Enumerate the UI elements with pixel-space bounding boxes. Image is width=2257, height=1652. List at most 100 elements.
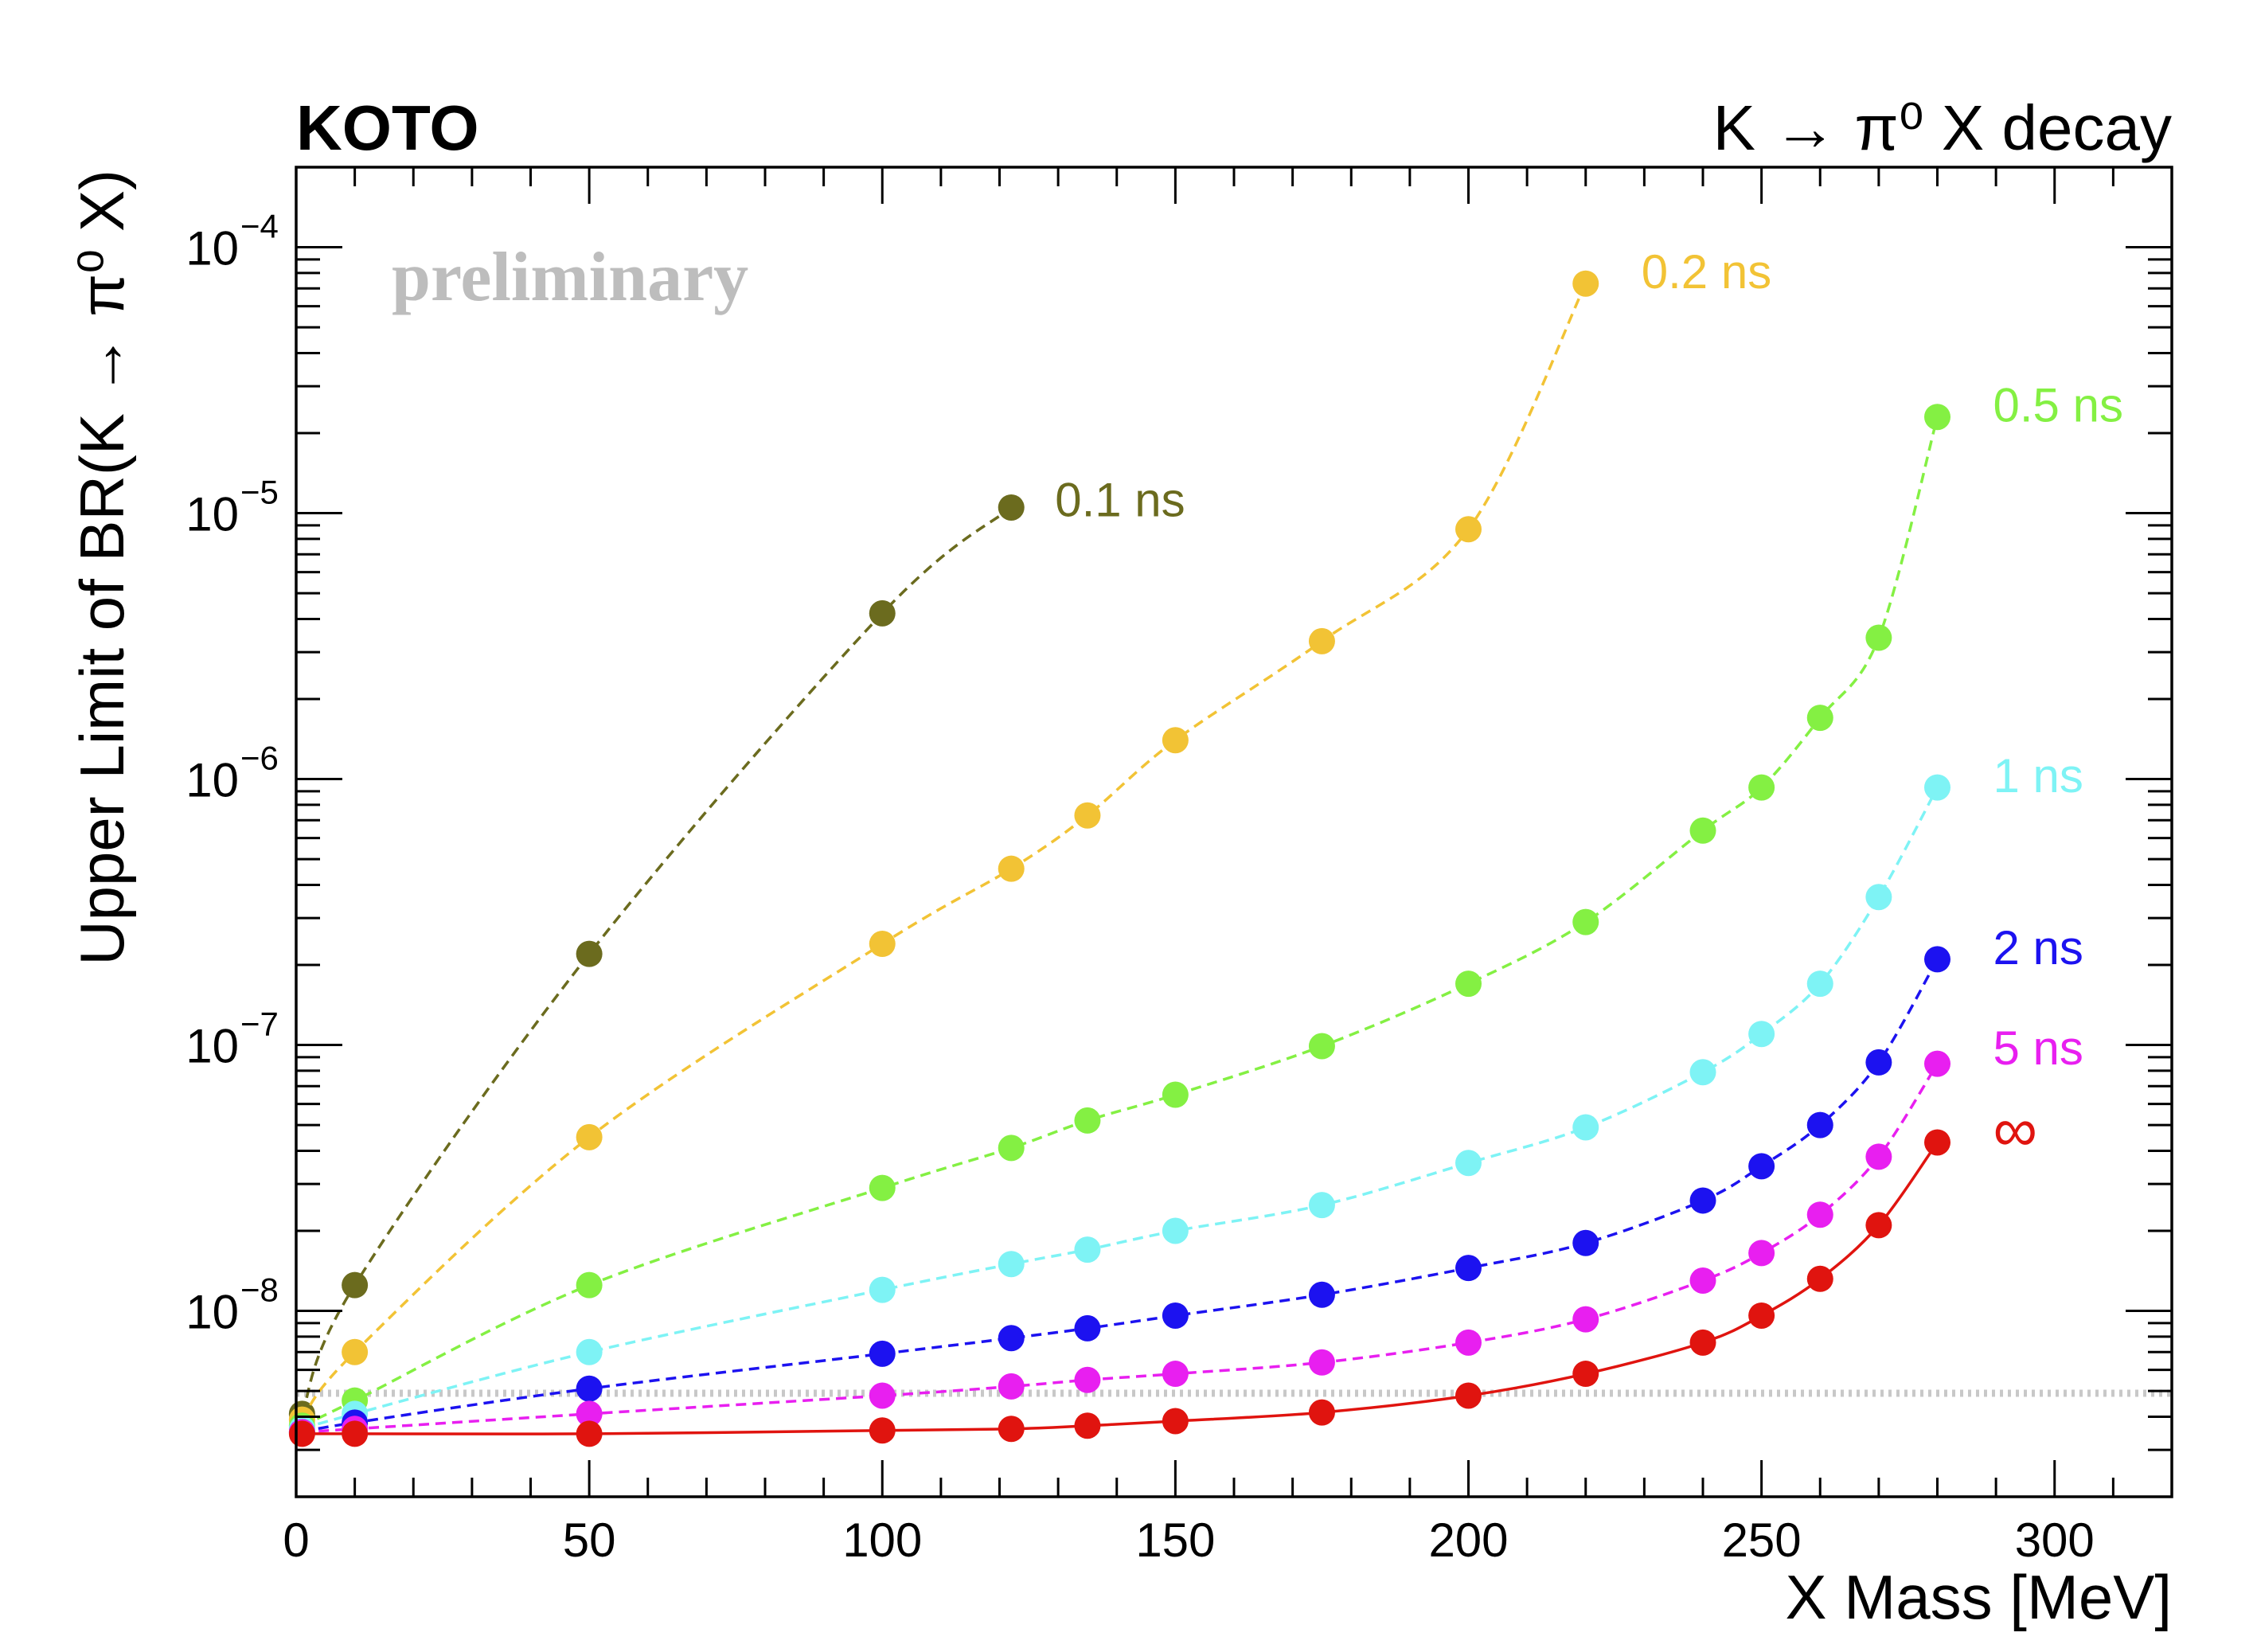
data-point [1074,1366,1101,1393]
series-: ∞ [288,1095,2037,1447]
data-point [1865,1212,1892,1239]
data-point [576,1123,603,1150]
y-tick-exponent: −4 [240,208,279,245]
series-line [300,283,1587,1421]
x-tick-label: 0 [283,1513,309,1567]
y-tick-label: 10 [185,488,239,541]
data-point [998,855,1025,882]
data-point [1308,1349,1335,1376]
data-point [1308,1192,1335,1219]
data-point [1572,1361,1599,1388]
data-point [869,1417,896,1444]
series-label: 0.2 ns [1642,245,1771,299]
series-line [300,506,1013,1415]
x-tick-label: 300 [2015,1513,2095,1567]
process-title: K → π⁰ X decay [1713,92,2172,163]
x-tick-label: 100 [842,1513,922,1567]
y-tick-label: 10 [185,222,239,275]
data-point [1924,1129,1950,1156]
y-tick-exponent: −7 [240,1006,279,1043]
series-label: 5 ns [1993,1021,2083,1075]
data-point [1308,1399,1335,1426]
data-point [1865,624,1892,651]
y-tick-exponent: −8 [240,1271,279,1309]
data-point [1806,1201,1833,1228]
data-point [1074,1236,1101,1263]
data-point [576,1338,603,1365]
data-point [869,1276,896,1303]
data-point [576,1420,603,1447]
data-point [1162,1081,1189,1108]
data-point [342,1420,369,1447]
data-point [342,1271,369,1299]
series-line [302,959,1939,1434]
data-point [998,1325,1025,1352]
data-point [1074,802,1101,829]
data-point [1572,908,1599,935]
data-point [1689,1329,1716,1356]
data-point [1162,1361,1189,1388]
plot-frame [295,166,2173,1498]
data-point [1924,404,1950,431]
data-point [1455,1329,1482,1356]
data-point [1074,1412,1101,1439]
data-point [869,1340,896,1367]
series-0-1-ns: 0.1 ns [288,473,1185,1427]
data-point [342,1338,369,1365]
data-point [1308,1033,1335,1060]
series-label: 2 ns [1993,921,2083,974]
series-line [302,1063,1939,1434]
y-tick-label: 10 [185,1286,239,1339]
data-point [1572,1114,1599,1141]
data-point [1924,946,1950,973]
series-1-ns: 1 ns [288,749,2083,1443]
data-point [869,1174,896,1201]
data-point [1074,1107,1101,1134]
data-point [1806,1265,1833,1292]
data-point [1748,1302,1775,1329]
data-point [1689,1059,1716,1086]
data-point [1308,1281,1335,1308]
y-tick-label: 10 [185,754,239,807]
data-point [1455,1255,1482,1282]
data-point [1748,1021,1775,1048]
data-point [869,1382,896,1409]
data-point [576,1400,603,1427]
x-tick-label: 250 [1722,1513,1802,1567]
data-point [1748,1153,1775,1180]
data-point [1689,1187,1716,1214]
y-tick-exponent: −5 [240,474,279,511]
data-point [998,1135,1025,1162]
data-point [1162,1302,1189,1329]
data-point [998,1373,1025,1400]
data-point [998,494,1025,521]
y-axis-title: Upper Limit of BR(K → π⁰ X) [67,170,137,966]
series-0-5-ns: 0.5 ns [288,379,2123,1439]
data-point [576,940,603,967]
series-line [301,416,1939,1427]
data-point [1806,705,1833,732]
data-point [1308,627,1335,654]
data-point [1162,1408,1189,1435]
data-point [1689,1267,1716,1294]
data-point [998,1416,1025,1443]
data-point [1455,1382,1482,1409]
series-label: 0.1 ns [1055,473,1185,526]
y-tick-exponent: −6 [240,740,279,777]
data-point [1924,774,1950,801]
experiment-label: KOTO [296,92,479,163]
data-point [1924,1050,1950,1077]
series-label: 1 ns [1993,749,2083,803]
data-point [1806,971,1833,998]
data-point [1455,516,1482,543]
series-5-ns: 5 ns [288,1021,2083,1446]
data-point [1162,1217,1189,1244]
data-point [1074,1314,1101,1342]
data-point [1865,884,1892,911]
data-point [1748,774,1775,801]
preliminary-watermark: preliminary [392,239,748,316]
data-point [1572,1229,1599,1256]
data-point [1455,971,1482,998]
data-point [1748,1240,1775,1267]
